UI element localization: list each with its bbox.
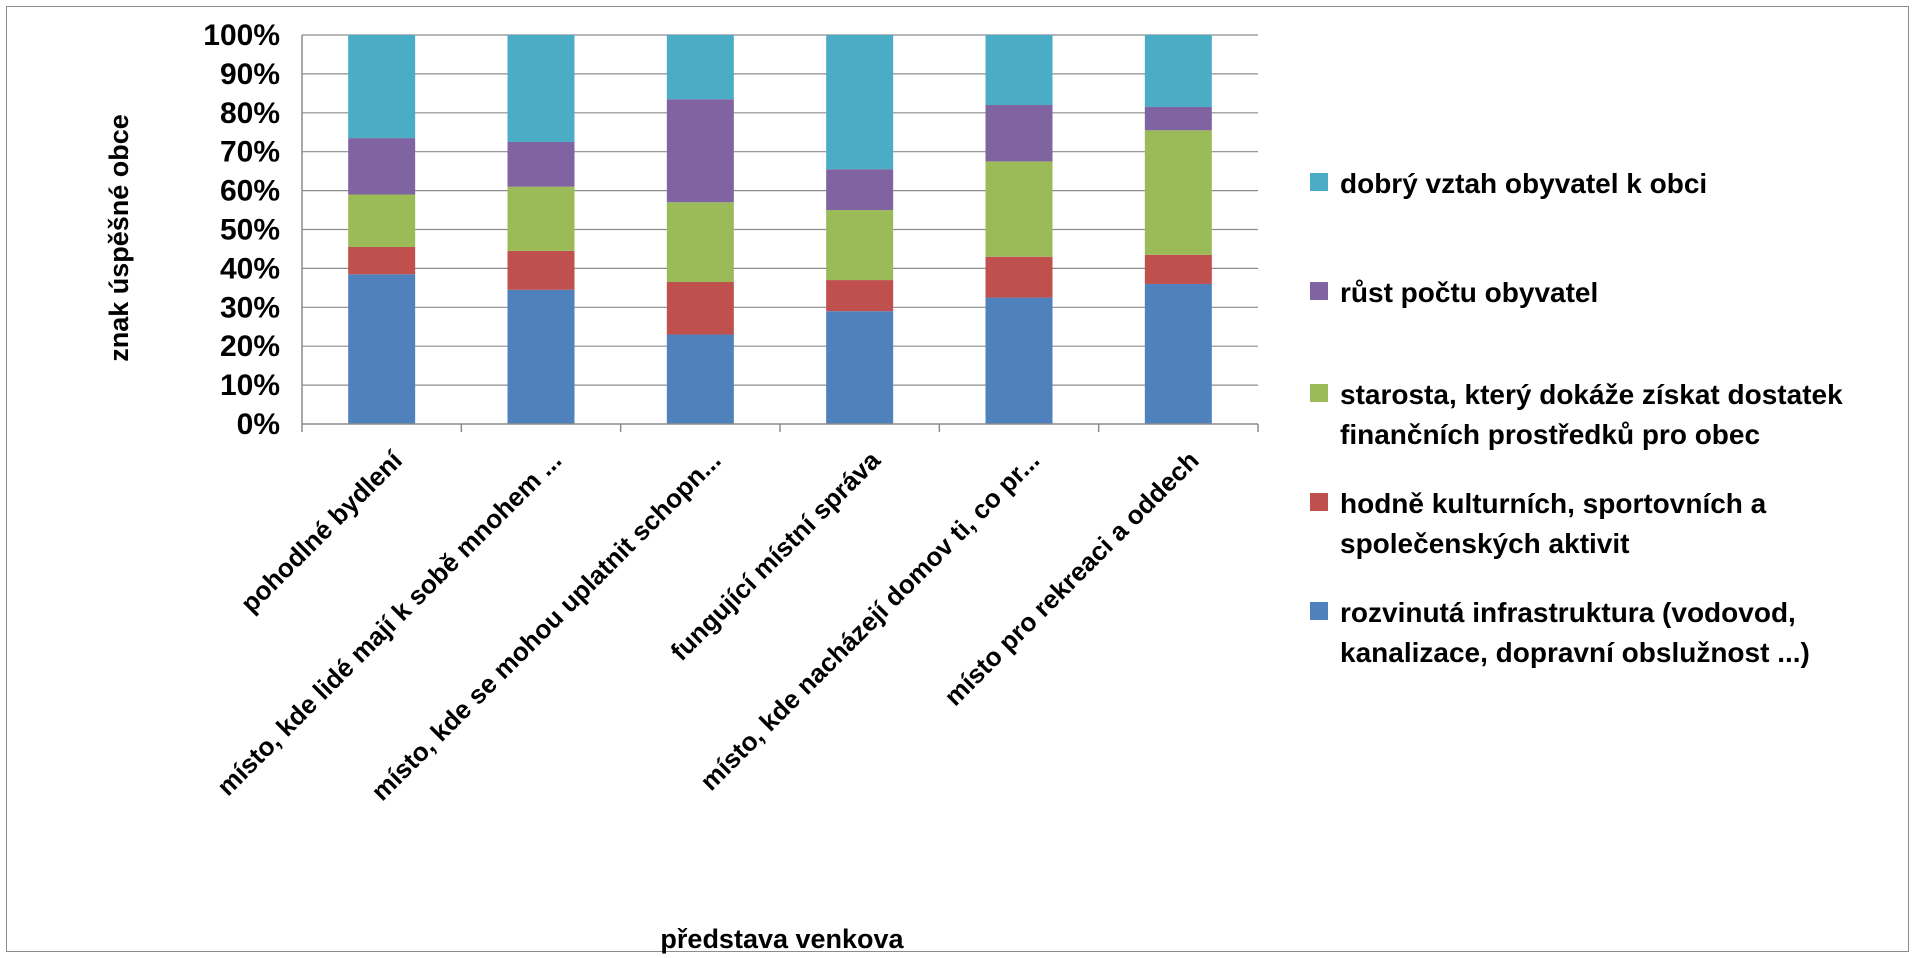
axes <box>301 35 1259 432</box>
bar-segment <box>826 311 894 424</box>
bar-segment <box>985 35 1053 106</box>
bar-segment <box>507 186 575 251</box>
x-category-label: místo, kde se mohou uplatnit schopn... <box>365 445 726 806</box>
legend-label: rozvinutá infrastruktura (vodovod, <box>1340 597 1796 628</box>
x-category-label: místo pro rekreaci a oddech <box>938 445 1204 711</box>
legend-label: finančních prostředků pro obec <box>1340 419 1760 450</box>
y-tick-labels: 0% 10% 20% 30% 40% 50% 60% 70% 80% 90% 100% <box>203 19 280 441</box>
bar-segment <box>507 35 575 142</box>
y-tick-label: 90% <box>220 58 280 91</box>
y-tick-label: 0% <box>237 408 280 441</box>
y-tick-label: 30% <box>220 291 280 324</box>
bar-segment <box>1144 283 1212 424</box>
bar-segment <box>985 161 1053 257</box>
x-category-label: místo, kde nacházejí domov ti, co pr... <box>694 445 1045 796</box>
y-tick-label: 50% <box>220 214 280 247</box>
y-tick-label: 60% <box>220 175 280 208</box>
y-tick-label: 70% <box>220 136 280 169</box>
bar-segment <box>826 35 894 170</box>
bar-segment <box>985 105 1053 162</box>
bar-segment <box>1144 106 1212 131</box>
bar-segment <box>666 202 734 283</box>
bar-segment <box>826 169 894 211</box>
legend-label: hodně kulturních, sportovních a <box>1340 488 1767 519</box>
legend-label: růst počtu obyvatel <box>1340 277 1598 308</box>
legend-label: starosta, který dokáže získat dostatek <box>1340 379 1843 410</box>
gridlines <box>302 34 1258 386</box>
x-axis-title: představa venkova <box>660 924 904 954</box>
bar-segment <box>348 35 416 139</box>
x-category-label: místo, kde lidé mají k sobě mnohem ... <box>211 445 567 801</box>
legend-label: společenských aktivit <box>1340 528 1629 559</box>
bar-segment <box>1144 35 1212 107</box>
bar-segment <box>507 289 575 424</box>
bar-segment <box>826 210 894 281</box>
legend-swatch <box>1310 384 1328 402</box>
bar-segment <box>666 35 734 100</box>
bar-segment <box>348 138 416 195</box>
bars <box>348 35 1212 424</box>
bar-segment <box>985 256 1053 298</box>
legend: dobrý vztah obyvatel k obci růst počtu ob… <box>1310 168 1843 668</box>
y-tick-label: 20% <box>220 330 280 363</box>
bar-segment <box>1144 254 1212 284</box>
bar-segment <box>348 194 416 248</box>
y-tick-label: 40% <box>220 252 280 285</box>
legend-label: dobrý vztah obyvatel k obci <box>1340 168 1707 199</box>
bar-segment <box>666 99 734 203</box>
legend-swatch <box>1310 282 1328 300</box>
legend-swatch <box>1310 173 1328 191</box>
y-tick-label: 80% <box>220 97 280 130</box>
bar-segment <box>348 274 416 424</box>
bar-segment <box>348 247 416 275</box>
bar-segment <box>666 334 734 424</box>
bar-segment <box>507 141 575 187</box>
y-axis-title: znak úspěšné obce <box>104 114 134 362</box>
bar-segment <box>507 250 575 290</box>
bar-segment <box>1144 130 1212 255</box>
y-tick-label: 10% <box>220 369 280 402</box>
y-tick-label: 100% <box>203 19 280 52</box>
x-category-label: pohodlné bydlení <box>235 444 409 618</box>
bar-segment <box>666 282 734 335</box>
legend-swatch <box>1310 602 1328 620</box>
chart-frame <box>6 6 1909 952</box>
bar-segment <box>985 297 1053 424</box>
legend-swatch <box>1310 493 1328 511</box>
legend-label: kanalizace, dopravní obslužnost ...) <box>1340 637 1810 668</box>
bar-segment <box>826 280 894 312</box>
